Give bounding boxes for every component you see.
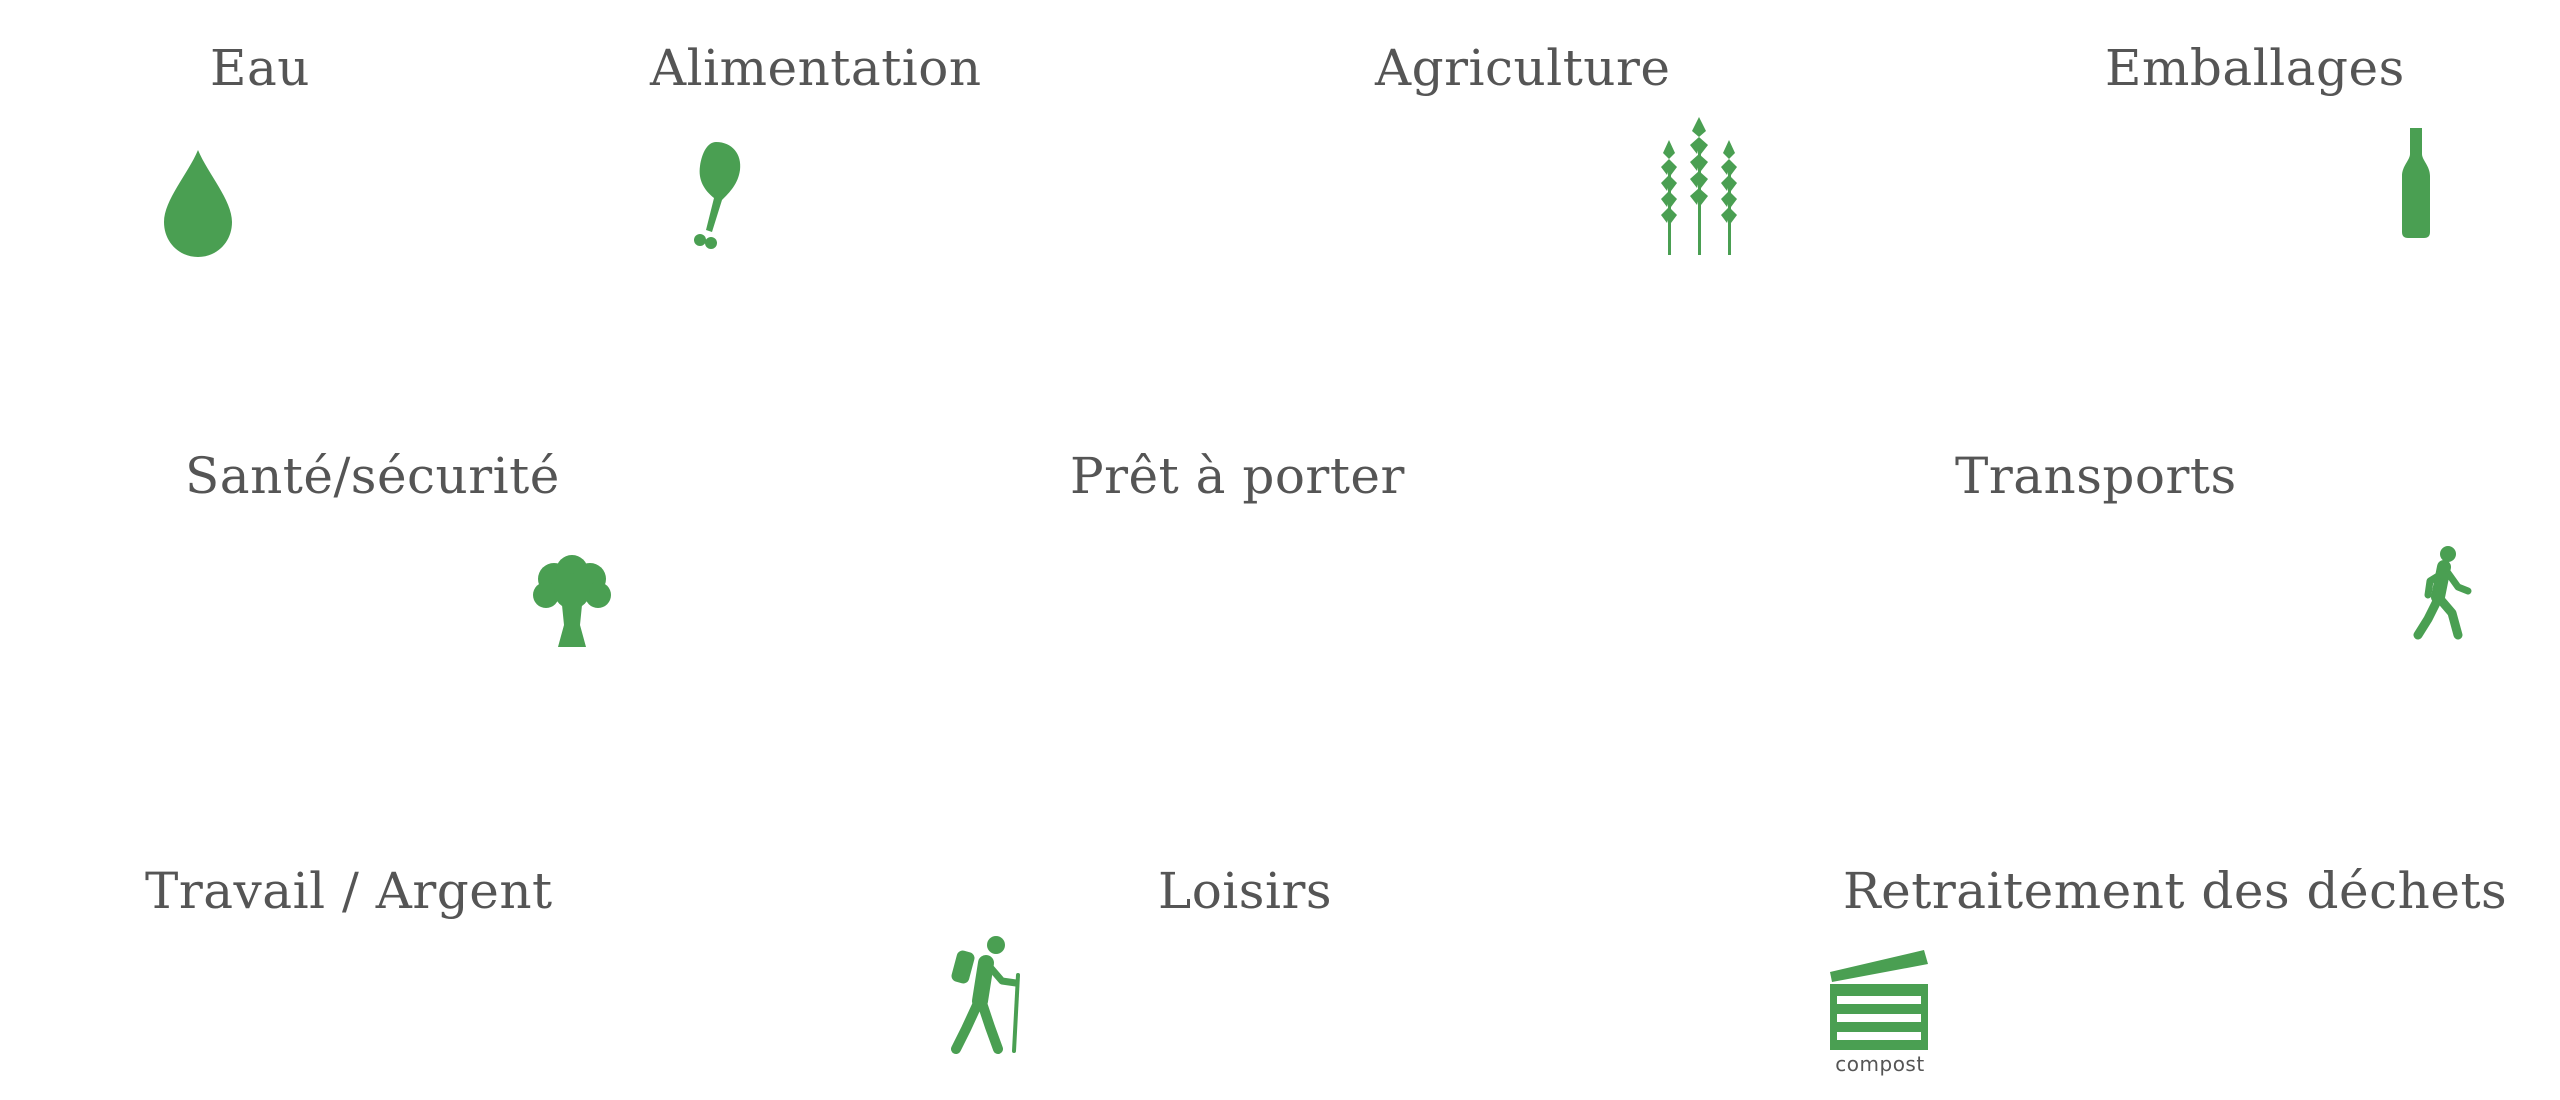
wheat-icon[interactable] [1655,115,1745,255]
hiker-icon[interactable] [948,935,1032,1055]
water-drop-icon[interactable] [162,150,234,258]
bottle-icon[interactable] [2400,128,2432,238]
category-label-sante-securite: Santé/sécurité [185,447,560,505]
category-label-retraitement-dechets: Retraitement des déchets [1843,862,2508,920]
category-label-eau: Eau [210,39,311,97]
category-label-loisirs: Loisirs [1158,862,1333,920]
compost-label: compost [1835,1052,1925,1076]
walking-person-icon[interactable] [2408,545,2474,641]
category-label-agriculture: Agriculture [1375,39,1671,97]
category-label-pret-a-porter: Prêt à porter [1070,447,1405,505]
compost-bin-icon[interactable]: compost [1828,950,1932,1078]
category-label-emballages: Emballages [2105,39,2405,97]
category-label-transports: Transports [1955,447,2237,505]
category-label-travail-argent: Travail / Argent [145,862,553,920]
chicken-leg-icon[interactable] [686,140,744,250]
category-label-alimentation: Alimentation [650,39,982,97]
broccoli-icon[interactable] [532,555,612,651]
